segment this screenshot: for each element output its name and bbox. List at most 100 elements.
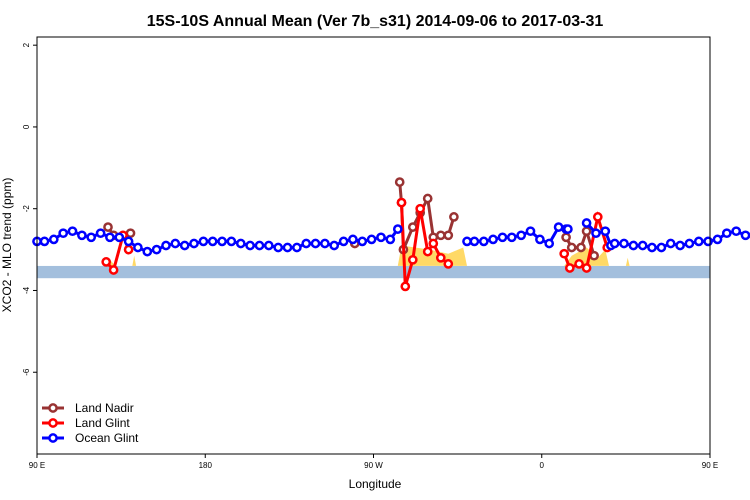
ocean-glint-point [712, 234, 723, 245]
ocean-glint-point [656, 242, 667, 253]
land-nadir-point [589, 250, 599, 261]
x-tick-label: 90 W [364, 461, 383, 470]
axes: 90 E 180 90 W 0 90 E 2 0 -2 -4 -6 [22, 42, 718, 470]
land-glint-point [443, 259, 454, 269]
legend-item-land-glint: Land Glint [42, 416, 130, 430]
x-axis-label: Longitude [349, 477, 402, 491]
land-glint-point [559, 248, 570, 259]
ocean-glint-point [123, 236, 134, 247]
ocean-glint-point [151, 244, 162, 255]
land-nadir-point [581, 226, 592, 237]
ocean-glint-point [376, 232, 386, 243]
plot-area [32, 177, 750, 292]
legend-swatch-marker [48, 433, 58, 443]
legend-label: Land Glint [75, 416, 130, 430]
ocean-glint-point [77, 230, 87, 241]
ocean-glint-point [506, 232, 517, 243]
ocean-glint-point [525, 226, 536, 237]
ocean-glint-point [600, 226, 611, 237]
land-glint-point [574, 259, 584, 269]
ocean-glint-point [703, 236, 713, 247]
land-nadir-point [561, 232, 571, 243]
x-tick-label: 0 [540, 461, 545, 470]
legend-item-land-nadir: Land Nadir [42, 401, 134, 415]
ocean-glint-point [693, 236, 704, 247]
ocean-glint-point [535, 234, 545, 245]
ocean-glint-point [647, 242, 657, 253]
ocean-glint-point [263, 240, 274, 251]
land-glint-point [592, 212, 603, 222]
ocean-glint-point [497, 232, 508, 243]
ocean-glint-point [366, 234, 377, 245]
ocean-glint-point [67, 226, 78, 237]
y-tick-label: -6 [22, 368, 31, 376]
ocean-glint-point [385, 234, 396, 245]
ocean-glint-point [142, 246, 153, 257]
legend-item-ocean-glint: Ocean Glint [42, 431, 139, 445]
ocean-glint-point [189, 238, 199, 249]
ocean-glint-point [619, 238, 629, 249]
ocean-glint-point [348, 234, 358, 245]
land-nadir-point [125, 228, 136, 239]
ocean-glint-point [478, 236, 489, 247]
ocean-glint-point [105, 232, 115, 243]
ocean-glint-point [58, 228, 69, 239]
coverage-area-4 [625, 257, 630, 266]
land-glint-point [435, 252, 446, 263]
coverage-area-1 [132, 255, 137, 266]
land-nadir-point [407, 222, 418, 232]
ocean-glint-point [226, 236, 237, 247]
coverage-area-2 [397, 245, 467, 266]
ocean-glint-point [198, 236, 209, 247]
legend-label: Ocean Glint [75, 431, 139, 445]
ocean-glint-point [310, 238, 321, 249]
x-tick-label: 90 E [29, 461, 45, 470]
land-glint-point [415, 203, 426, 214]
land-nadir-point [435, 230, 446, 241]
ocean-glint-point [731, 226, 742, 237]
legend-swatch-marker [48, 403, 58, 413]
ocean-glint-point [170, 238, 181, 249]
ocean-glint-point [591, 228, 601, 239]
ocean-glint-point [48, 234, 59, 245]
land-glint-point [422, 246, 433, 257]
land-glint-point [581, 263, 592, 273]
ocean-glint-point [86, 232, 97, 243]
ocean-glint-point [488, 234, 498, 245]
ocean-glint-point [282, 242, 293, 253]
land-glint-point [407, 254, 418, 265]
ocean-glint-point [338, 236, 349, 247]
ocean-glint-point [563, 224, 573, 234]
ocean-glint-point [161, 240, 171, 251]
ocean-glint-point [95, 228, 106, 239]
land-nadir-point [103, 222, 113, 232]
ocean-glint-point [179, 240, 190, 251]
ocean-glint-point [217, 236, 227, 247]
series-ocean-glint [32, 218, 750, 257]
ocean-glint-point [628, 240, 639, 251]
y-tick-label: -4 [22, 286, 31, 294]
x-tick-label: 180 [199, 461, 213, 470]
ocean-glint-point [637, 240, 648, 251]
land-glint-point [108, 265, 119, 275]
ocean-glint-point [675, 240, 685, 251]
ocean-glint-point [245, 240, 255, 251]
land-glint-point [428, 238, 439, 249]
ocean-glint-point [273, 242, 284, 253]
ocean-glint-point [581, 218, 592, 228]
ocean-glint-point [516, 230, 527, 241]
ocean-glint-point [301, 238, 312, 249]
ocean-glint-point [665, 238, 676, 249]
ocean-glint-point [292, 242, 302, 253]
land-glint-point [123, 244, 134, 255]
ocean-glint-point [39, 236, 50, 247]
y-tick-label: 2 [22, 42, 31, 47]
land-nadir-point [566, 242, 577, 253]
reference-band [37, 265, 710, 279]
ocean-glint-point [329, 240, 340, 251]
legend-label: Land Nadir [75, 401, 134, 415]
x-tick-label: 90 E [702, 461, 718, 470]
land-nadir-point [443, 230, 454, 241]
